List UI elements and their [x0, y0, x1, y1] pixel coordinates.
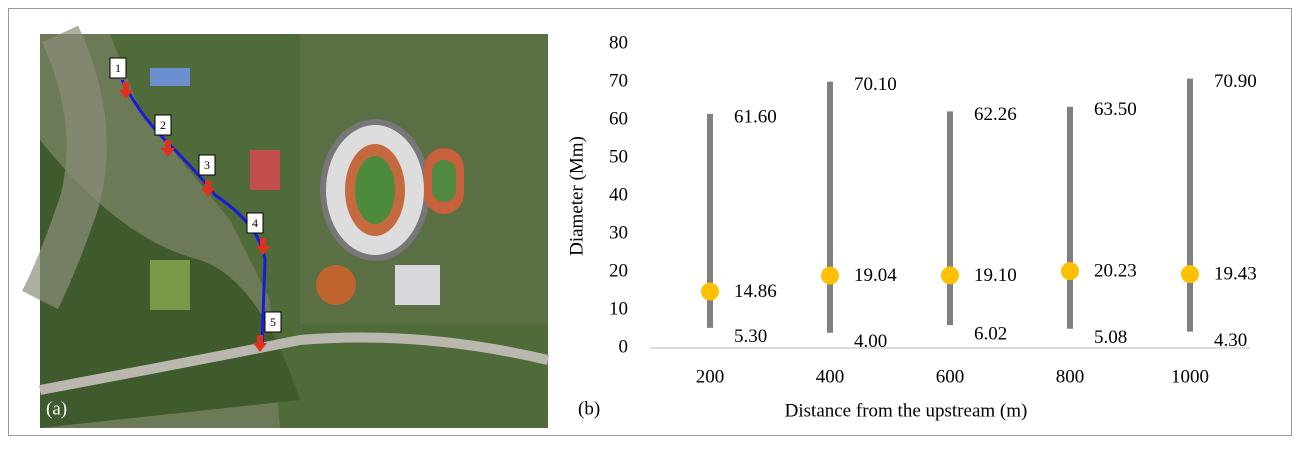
marker-label: 3	[204, 158, 210, 172]
value-label: 20.23	[1094, 260, 1137, 281]
value-label: 4.00	[854, 331, 887, 352]
value-label: 70.90	[1214, 71, 1257, 92]
marker-label: 2	[160, 118, 166, 132]
value-label: 19.10	[974, 265, 1017, 286]
mean-dot	[1181, 265, 1199, 283]
y-tick-label: 60	[609, 108, 628, 129]
y-tick-label: 40	[609, 184, 628, 205]
value-label: 14.86	[734, 281, 777, 302]
x-tick-label: 200	[696, 366, 725, 387]
y-axis-title: Diameter (Mm)	[566, 136, 587, 256]
y-tick-label: 30	[609, 222, 628, 243]
mean-dot	[941, 266, 959, 284]
value-label: 19.04	[854, 265, 897, 286]
value-label: 19.43	[1214, 264, 1257, 285]
aerial-map	[40, 34, 548, 428]
y-tick-label: 20	[609, 260, 628, 281]
panel-label: (b)	[578, 398, 600, 419]
marker-label: 1	[115, 61, 121, 75]
y-tick-label: 50	[609, 146, 628, 167]
value-label: 63.50	[1094, 99, 1137, 120]
x-tick-label: 600	[936, 366, 965, 387]
value-label: 4.30	[1214, 330, 1247, 351]
x-axis-title: Distance from the upstream (m)	[785, 400, 1028, 421]
value-label: 70.10	[854, 74, 897, 95]
mean-dot	[1061, 262, 1079, 280]
mean-dot	[701, 283, 719, 301]
marker-label: 5	[270, 315, 276, 329]
value-label: 6.02	[974, 323, 1007, 344]
y-tick-label: 10	[609, 298, 628, 319]
y-tick-label: 0	[619, 336, 629, 357]
figure: (a) (b) Distance from the upstream (m) D…	[0, 0, 1300, 444]
x-tick-label: 400	[816, 366, 845, 387]
value-label: 5.30	[734, 326, 767, 347]
value-label: 5.08	[1094, 327, 1127, 348]
y-tick-label: 80	[609, 32, 628, 53]
value-label: 62.26	[974, 104, 1017, 125]
x-tick-label: 1000	[1171, 366, 1209, 387]
marker-label: 4	[252, 216, 258, 230]
panel-label: (a)	[46, 398, 67, 419]
x-tick-label: 800	[1056, 366, 1085, 387]
mean-dot	[821, 267, 839, 285]
value-label: 61.60	[734, 106, 777, 127]
y-tick-label: 70	[609, 70, 628, 91]
